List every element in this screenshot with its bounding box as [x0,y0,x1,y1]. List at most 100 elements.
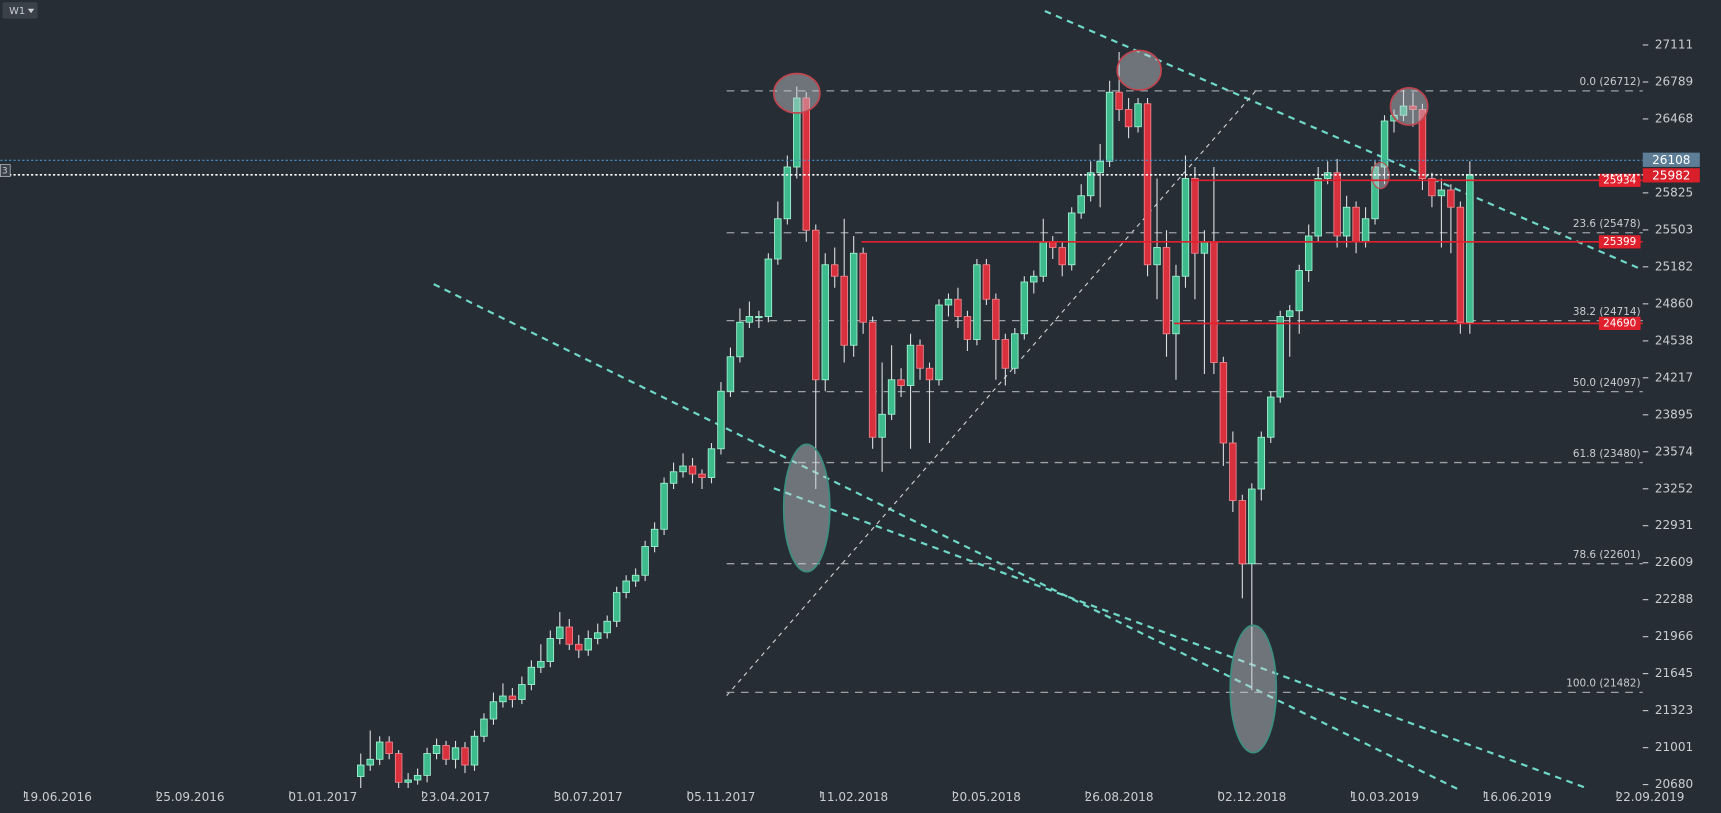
timeframe-label[interactable]: W1 [9,6,25,17]
candle-body [1342,206,1351,237]
candle-body [783,166,792,220]
candle-body [1314,178,1322,237]
y-tick-label: 21323 [1655,703,1693,717]
candle-body [1191,178,1199,254]
x-tick-label: 16.06.2019 [1483,790,1552,804]
candle-body [1115,91,1123,110]
candle-body [793,97,801,168]
candle-body [394,753,403,783]
y-tick-label: 23574 [1655,444,1693,458]
y-tick-label: 26789 [1655,75,1693,89]
fib-label: 0.0 (26712) [1579,76,1640,88]
candle-body [1162,247,1171,335]
candle-body [593,632,602,639]
candle-body [717,390,725,450]
candle-body [518,684,526,700]
candle-body [1181,178,1190,277]
candle-body [385,741,393,754]
x-tick-label: 02.12.2018 [1217,790,1286,804]
candle-body [499,695,507,703]
ellipse [773,72,821,114]
candle-body [821,264,829,381]
candle-body [575,643,583,651]
candle-body [508,695,517,700]
y-tick-label: 22288 [1655,592,1693,606]
price-line-box [1598,173,1641,187]
candle-body [1380,120,1389,168]
y-tick-label: 21645 [1655,666,1693,680]
candle-body [413,774,422,781]
candle-body [489,701,498,720]
candle-body [631,574,640,582]
dropdown-arrow[interactable] [27,8,35,14]
candle-body [357,764,365,777]
candle-body [878,413,886,438]
y-tick-label: 25503 [1655,222,1693,236]
plot-area: 27111 26789 26468 25825 25503 25182 24860 24538… [23,37,1693,804]
candle-body [935,304,943,381]
price-line-label: 24690 [1603,317,1636,329]
candle-body [1030,275,1038,283]
y-tick-label: 22609 [1655,555,1693,569]
x-tick-label: 11.02.2018 [819,790,888,804]
candle-body [802,97,811,231]
candle-body [1352,206,1360,243]
candle-body [698,473,706,478]
candle-body [461,747,469,766]
candle-body [745,316,754,323]
ask-label: 26108 [1652,153,1690,167]
candle-body [1409,105,1417,110]
candle-body [906,344,915,386]
candle-body [1229,442,1237,501]
y-tick-label: 21966 [1655,629,1693,643]
y-tick-label: 20680 [1655,777,1693,791]
candle-body [774,218,782,260]
candle-body [1219,362,1228,444]
candle-body [1011,333,1019,369]
ellipse [1389,86,1429,126]
candle-body [1096,160,1104,174]
y-tick-label: 21001 [1655,740,1693,754]
x-tick-label: 22.09.2019 [1615,790,1684,804]
candle-body [755,316,763,319]
candle-body [1399,105,1408,116]
candle-body [641,546,649,576]
price-line-label: 25399 [1603,236,1636,248]
candle-body [565,626,574,645]
candle-body [404,779,412,783]
candle-body [423,753,431,776]
timeframe-button[interactable] [2,2,38,19]
candle-body [992,298,1000,340]
x-tick-label: 26.08.2018 [1085,790,1154,804]
candle-body [1001,339,1010,369]
x-tick-label: 30.07.2017 [554,790,623,804]
y-tick-label: 24538 [1655,333,1693,347]
x-tick-label: 20.05.2018 [952,790,1021,804]
trend-line [433,283,1461,791]
candle-body [1238,500,1247,565]
fib-label: 50.0 (24097) [1573,377,1641,389]
candle-body [1304,235,1313,271]
candle-body [366,758,374,766]
candle-body [1210,241,1218,363]
candle-body [1077,195,1085,214]
candle-body [660,482,668,530]
candle-body [375,741,384,760]
x-tick-label: 19.06.2016 [23,790,92,804]
candle-body [622,580,630,593]
candle-body [1067,212,1076,266]
price-line-box [1598,316,1641,330]
candle-body [812,229,820,381]
candle-body [451,747,460,760]
candle-body [470,735,479,766]
candle-body [1020,281,1029,335]
candle-body [1437,189,1446,197]
candle-body [546,638,555,662]
candle-body [1086,172,1095,197]
drawings [433,9,1644,791]
price-line-label: 25934 [1603,174,1636,186]
trend-line [726,89,1257,696]
candle-body [612,592,621,622]
